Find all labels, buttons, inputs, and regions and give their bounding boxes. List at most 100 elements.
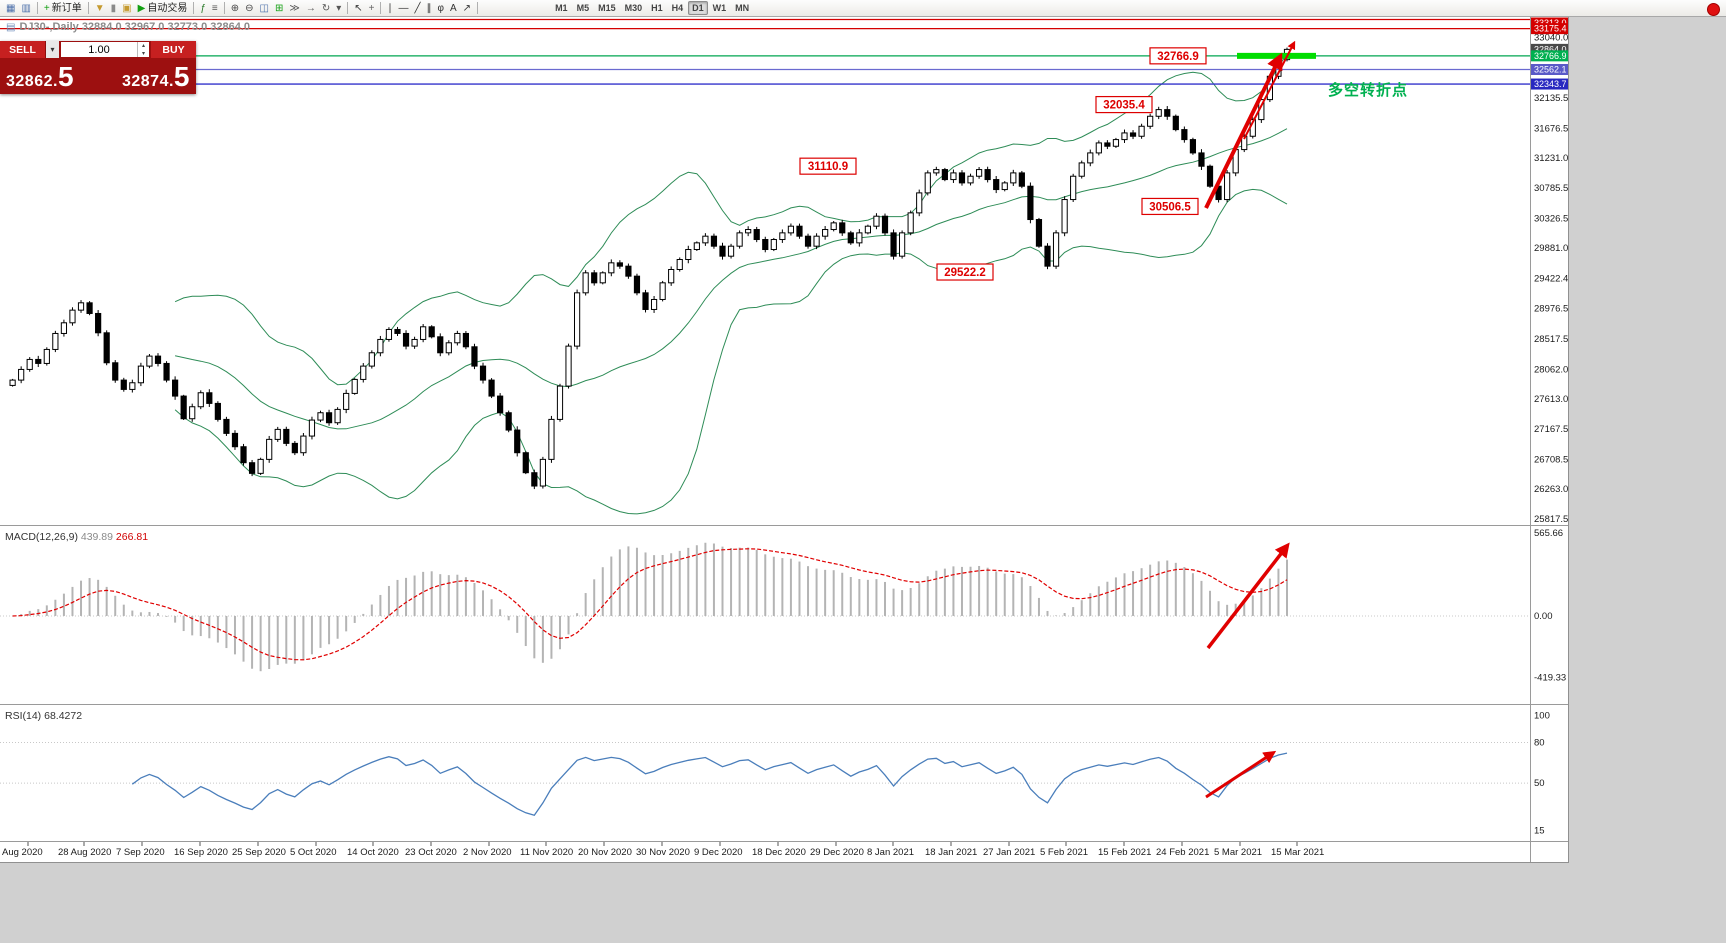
notification-badge[interactable] (1707, 3, 1720, 16)
tile-windows-icon-glyph: ◫ (259, 2, 269, 14)
auto-scroll-icon[interactable]: ≫ (286, 0, 302, 17)
sell-dropdown-icon[interactable]: ▾ (45, 41, 59, 58)
volume-spinner[interactable]: ▴ ▾ (137, 42, 149, 57)
svg-text:-419.33: -419.33 (1534, 673, 1566, 684)
timeframe-button-h4[interactable]: H4 (671, 3, 684, 13)
volume-up-icon[interactable]: ▴ (141, 43, 145, 50)
price-callout-box[interactable] (1095, 95, 1153, 114)
volume-down-icon[interactable]: ▾ (141, 50, 145, 57)
svg-text:26263.0: 26263.0 (1534, 484, 1568, 495)
horizontal-line-tool[interactable]: ― (395, 0, 411, 17)
indicators-icon-glyph: ƒ (200, 2, 206, 14)
new-order-button[interactable]: + 新订单 (41, 0, 85, 17)
new-chart-icon[interactable]: ⊞ (272, 0, 286, 17)
trend-arrow[interactable] (1204, 52, 1283, 209)
timeframe-button-m30[interactable]: M30 (624, 3, 643, 13)
timeframe-button-d1[interactable]: D1 (688, 1, 708, 15)
svg-text:27167.5: 27167.5 (1534, 424, 1568, 435)
volume-value[interactable]: 1.00 (88, 43, 110, 56)
chart-shift-icon[interactable]: → (303, 0, 319, 17)
svg-text:0.00: 0.00 (1534, 611, 1553, 622)
price-callout-box[interactable] (1141, 197, 1199, 216)
svg-text:15 Mar 2021: 15 Mar 2021 (1271, 847, 1324, 858)
svg-text:29522.2: 29522.2 (944, 267, 986, 279)
timeframe-button-h1[interactable]: H1 (651, 3, 663, 13)
vertical-line-tool[interactable]: ∣ (384, 0, 395, 17)
zoom-out-button[interactable]: ⊖ (242, 0, 256, 17)
svg-text:9 Dec 2020: 9 Dec 2020 (694, 847, 743, 858)
svg-text:28062.0: 28062.0 (1534, 364, 1568, 375)
bid-price[interactable]: 32862.5 (6, 61, 75, 93)
rsi-name: RSI(14) (5, 710, 42, 722)
buy-button[interactable]: BUY (151, 41, 196, 58)
candlestick-icon[interactable]: ▥ (18, 0, 33, 17)
svg-text:28976.5: 28976.5 (1534, 303, 1568, 314)
svg-text:5 Feb 2021: 5 Feb 2021 (1040, 847, 1088, 858)
market-watch-icon[interactable]: ▼ (92, 0, 108, 17)
svg-text:32766.9: 32766.9 (1534, 51, 1567, 61)
svg-text:11 Nov 2020: 11 Nov 2020 (520, 847, 573, 858)
bid-price-big-digit: 5 (57, 61, 75, 93)
toolbar-separator (223, 2, 225, 14)
cursor-tool[interactable]: ↖ (351, 0, 365, 17)
fibonacci-tool[interactable]: φ (435, 0, 447, 17)
chart-window[interactable]: 33040.0 32135.5 31676.5 31231.0 30785.5 30326… (0, 17, 1569, 863)
trend-arrow[interactable] (1243, 40, 1296, 140)
price-axis[interactable]: 33040.0 32135.5 31676.5 31231.0 30785.5 30326… (1531, 17, 1568, 837)
timeframe-button-mn[interactable]: MN (735, 3, 750, 13)
price-callout-box[interactable] (1149, 47, 1207, 65)
turning-point-annotation[interactable]: 多空转折点 (1328, 81, 1408, 99)
svg-text:30 Nov 2020: 30 Nov 2020 (636, 847, 690, 858)
svg-text:32562.1: 32562.1 (1534, 64, 1567, 74)
macd-panel (0, 542, 1530, 672)
trend-arrow[interactable] (1205, 750, 1277, 799)
svg-text:24 Feb 2021: 24 Feb 2021 (1156, 847, 1209, 858)
indicator-list-icon[interactable]: ≡ (209, 0, 221, 17)
sell-button[interactable]: SELL (0, 41, 45, 58)
indicator-list-icon-glyph: ≡ (211, 2, 218, 14)
timeframe-button-m15[interactable]: M15 (598, 3, 616, 13)
tile-windows-icon[interactable]: ◫ (257, 0, 272, 17)
auto-trading-button[interactable]: ▶ 自动交易 (135, 0, 191, 17)
svg-text:29 Dec 2020: 29 Dec 2020 (810, 847, 864, 858)
zoom-in-button[interactable]: ⊕ (228, 0, 242, 17)
rsi-value: 68.4272 (44, 710, 83, 722)
new-order-button-glyph: + (43, 2, 50, 14)
text-tool[interactable]: A (447, 0, 460, 17)
chart-bar-icon[interactable]: ▦ (3, 0, 18, 17)
svg-text:50: 50 (1534, 778, 1545, 789)
trendline-tool-glyph: ╱ (414, 2, 421, 14)
price-callout-box[interactable] (936, 263, 994, 281)
ask-price[interactable]: 32874.5 (122, 63, 190, 91)
volume-input[interactable]: 1.00 ▴ ▾ (61, 42, 149, 57)
timeframe-button-w1[interactable]: W1 (712, 3, 727, 13)
chart-title-icon: ▤ (6, 21, 16, 33)
indicators-icon[interactable]: ƒ (197, 0, 209, 17)
svg-text:32766.9: 32766.9 (1157, 51, 1199, 63)
price-callout-box[interactable] (799, 157, 857, 175)
navigator-icon[interactable]: ▣ (119, 0, 134, 17)
refresh-icon[interactable]: ↻ (319, 0, 333, 17)
arrows-tool-glyph: ↗ (462, 2, 472, 14)
toolbar-separator (193, 2, 195, 14)
svg-text:32864.0: 32864.0 (1534, 44, 1567, 54)
data-window-icon[interactable]: ▮ (108, 0, 120, 17)
new-chart-icon-glyph: ⊞ (274, 2, 284, 14)
timeframe-button-m5[interactable]: M5 (576, 3, 590, 13)
market-watch-icon-glyph: ▼ (94, 2, 105, 14)
trendline-tool[interactable]: ╱ (411, 0, 423, 17)
crosshair-tool[interactable]: + (366, 0, 378, 17)
toolbar-separator (36, 2, 38, 14)
date-axis[interactable]: Aug 2020 28 Aug 2020 7 Sep 2020 16 Sep 2020… (2, 842, 1324, 858)
channel-tool[interactable]: ∥ (424, 0, 435, 17)
trend-arrow[interactable] (1206, 542, 1290, 650)
macd-indicator-label: MACD(12,26,9) 439.89 266.81 (5, 531, 148, 543)
trend-arrows[interactable] (1204, 40, 1296, 799)
arrows-tool[interactable]: ↗ (460, 0, 474, 17)
chart-canvas[interactable]: 33040.0 32135.5 31676.5 31231.0 30785.5 30326… (0, 17, 1568, 862)
price-callouts[interactable]: 32766.9 32035.4 31110.9 30506.5 29522.2 (799, 47, 1207, 281)
timeframe-button-m1[interactable]: M1 (555, 3, 568, 13)
candlestick-icon-glyph: ▥ (21, 2, 31, 14)
dropdown-icon[interactable]: ▾ (333, 0, 344, 17)
svg-text:29422.4: 29422.4 (1534, 274, 1568, 285)
